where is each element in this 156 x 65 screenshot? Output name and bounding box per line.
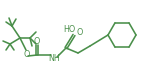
Text: O: O [24,50,30,58]
Text: O: O [34,37,40,45]
Text: NH: NH [48,53,60,63]
Text: HO: HO [63,25,75,33]
Text: O: O [77,27,83,37]
